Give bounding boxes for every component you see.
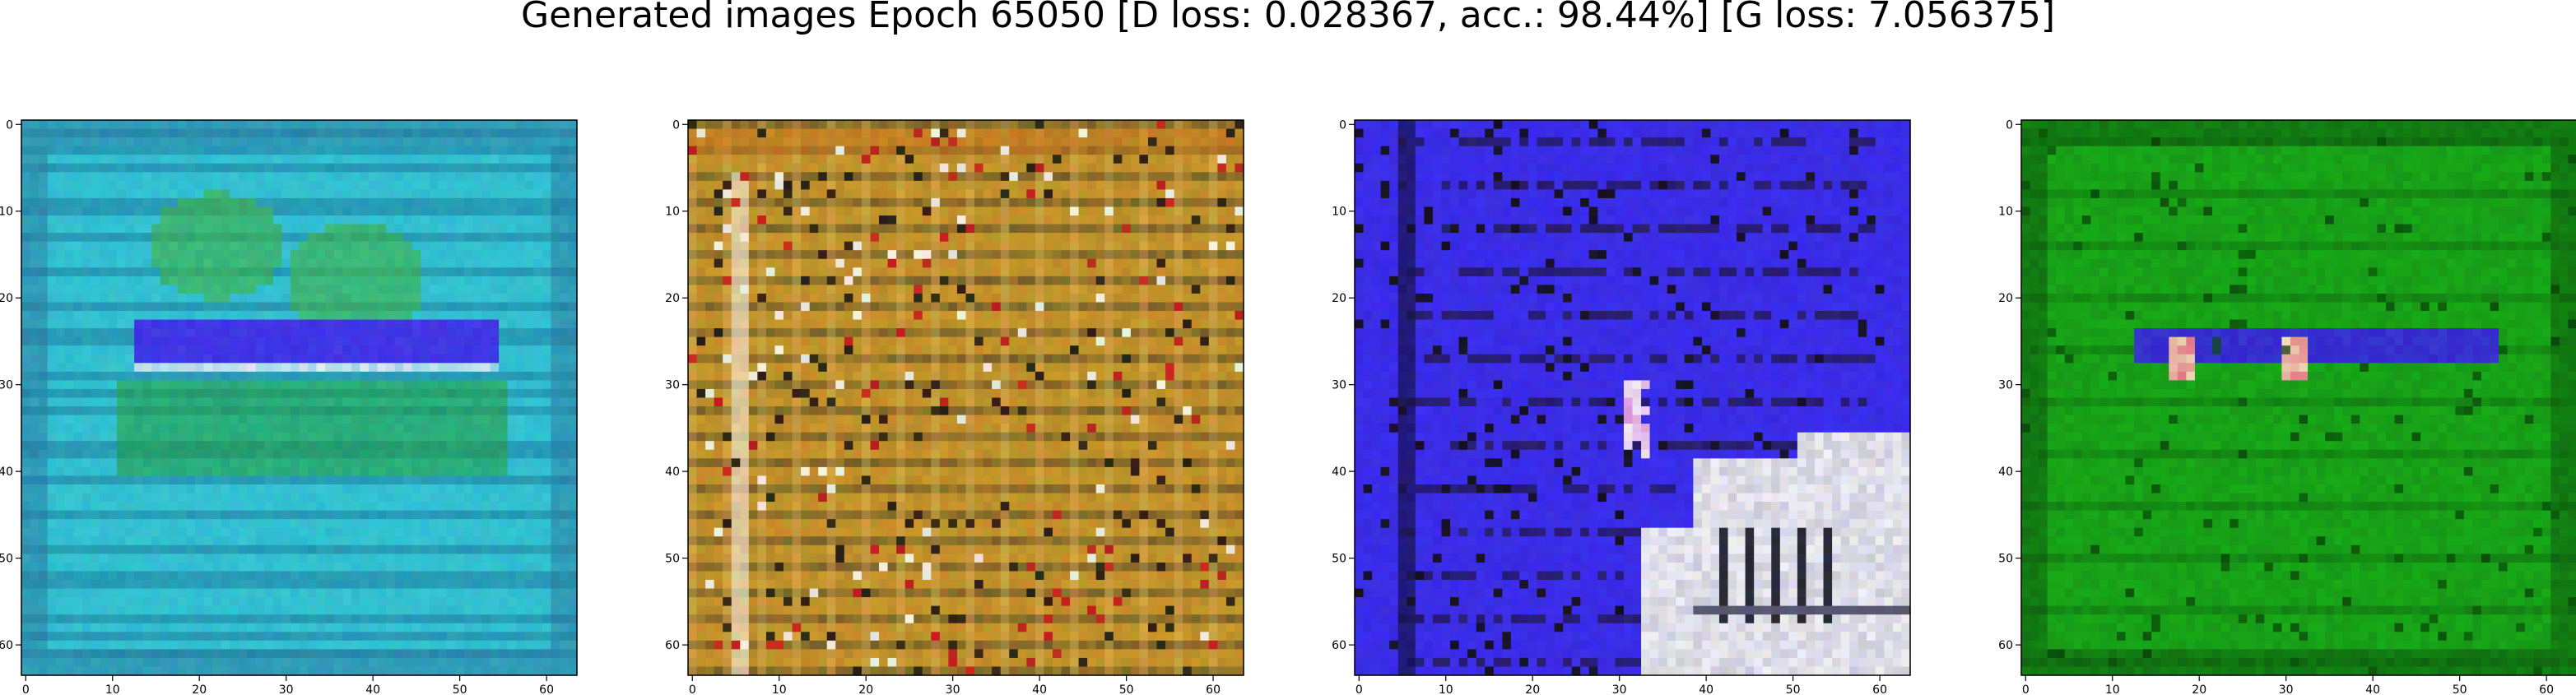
x-tick-label: 60 [539, 683, 554, 695]
x-tick-label: 30 [1612, 683, 1627, 695]
x-tick-label: 60 [1206, 683, 1221, 695]
y-tick-label: 0 [6, 118, 13, 132]
x-tick-label: 50 [453, 683, 467, 695]
y-tick-label: 0 [672, 118, 680, 132]
x-tick-label: 10 [772, 683, 787, 695]
x-tick-label: 20 [858, 683, 873, 695]
y-tick-label: 50 [665, 553, 680, 566]
y-tick-label: 20 [0, 292, 13, 305]
y-tick-label: 10 [665, 206, 680, 219]
x-tick-label: 60 [1872, 683, 1887, 695]
y-tick-label: 0 [1339, 118, 1346, 132]
y-tick-label: 40 [0, 466, 13, 479]
x-tick-label: 10 [2105, 683, 2120, 695]
x-tick-label: 30 [279, 683, 294, 695]
y-tick-label: 30 [665, 379, 680, 392]
x-tick-label: 30 [2279, 683, 2294, 695]
y-tick-label: 60 [0, 639, 13, 652]
x-tick-label: 20 [192, 683, 207, 695]
generated-image-2 [688, 120, 1244, 676]
subplot-1: 0 10 20 30 40 50 60 0 10 20 30 40 50 60 [0, 118, 578, 695]
generated-image-4 [2021, 120, 2576, 676]
y-tick-label: 0 [2006, 118, 2013, 132]
x-tick-label: 40 [1032, 683, 1047, 695]
x-tick-label: 60 [2539, 683, 2554, 695]
x-tick-label: 10 [1439, 683, 1453, 695]
y-tick-label: 30 [1332, 379, 1346, 392]
x-tick-label: 0 [1355, 683, 1363, 695]
y-tick-label: 50 [1332, 553, 1346, 566]
subplot-4: 0 10 20 30 40 50 60 0 10 20 30 40 50 60 [1998, 118, 2576, 695]
x-tick-label: 0 [689, 683, 696, 695]
y-tick-label: 40 [1332, 466, 1346, 479]
x-tick-label: 50 [2453, 683, 2467, 695]
x-tick-label: 40 [1699, 683, 1713, 695]
x-tick-label: 40 [365, 683, 380, 695]
y-tick-label: 20 [665, 292, 680, 305]
x-tick-label: 30 [946, 683, 960, 695]
y-tick-label: 20 [1998, 292, 2013, 305]
y-tick-label: 50 [1998, 553, 2013, 566]
x-tick-label: 40 [2365, 683, 2380, 695]
y-tick-label: 20 [1332, 292, 1346, 305]
x-tick-label: 20 [1525, 683, 1540, 695]
y-tick-label: 50 [0, 553, 13, 566]
y-tick-label: 30 [1998, 379, 2013, 392]
x-tick-label: 0 [2022, 683, 2030, 695]
y-tick-label: 40 [665, 466, 680, 479]
y-tick-label: 30 [0, 379, 13, 392]
x-tick-label: 20 [2192, 683, 2206, 695]
generated-image-3 [1355, 120, 1911, 676]
y-tick-label: 60 [1998, 639, 2013, 652]
generated-image-1 [21, 120, 578, 676]
y-tick-label: 10 [1332, 206, 1346, 219]
subplot-3: 0 10 20 30 40 50 60 0 10 20 30 40 50 60 [1332, 118, 1910, 695]
y-tick-label: 40 [1998, 466, 2013, 479]
y-tick-label: 60 [1332, 639, 1346, 652]
y-tick-label: 10 [1998, 206, 2013, 219]
y-tick-label: 10 [0, 206, 13, 219]
x-tick-label: 10 [105, 683, 120, 695]
x-tick-label: 0 [22, 683, 30, 695]
x-tick-label: 50 [1119, 683, 1134, 695]
x-tick-label: 50 [1786, 683, 1801, 695]
y-tick-label: 60 [665, 639, 680, 652]
subplot-2: 0 10 20 30 40 50 60 0 10 20 30 40 50 60 [665, 118, 1244, 695]
